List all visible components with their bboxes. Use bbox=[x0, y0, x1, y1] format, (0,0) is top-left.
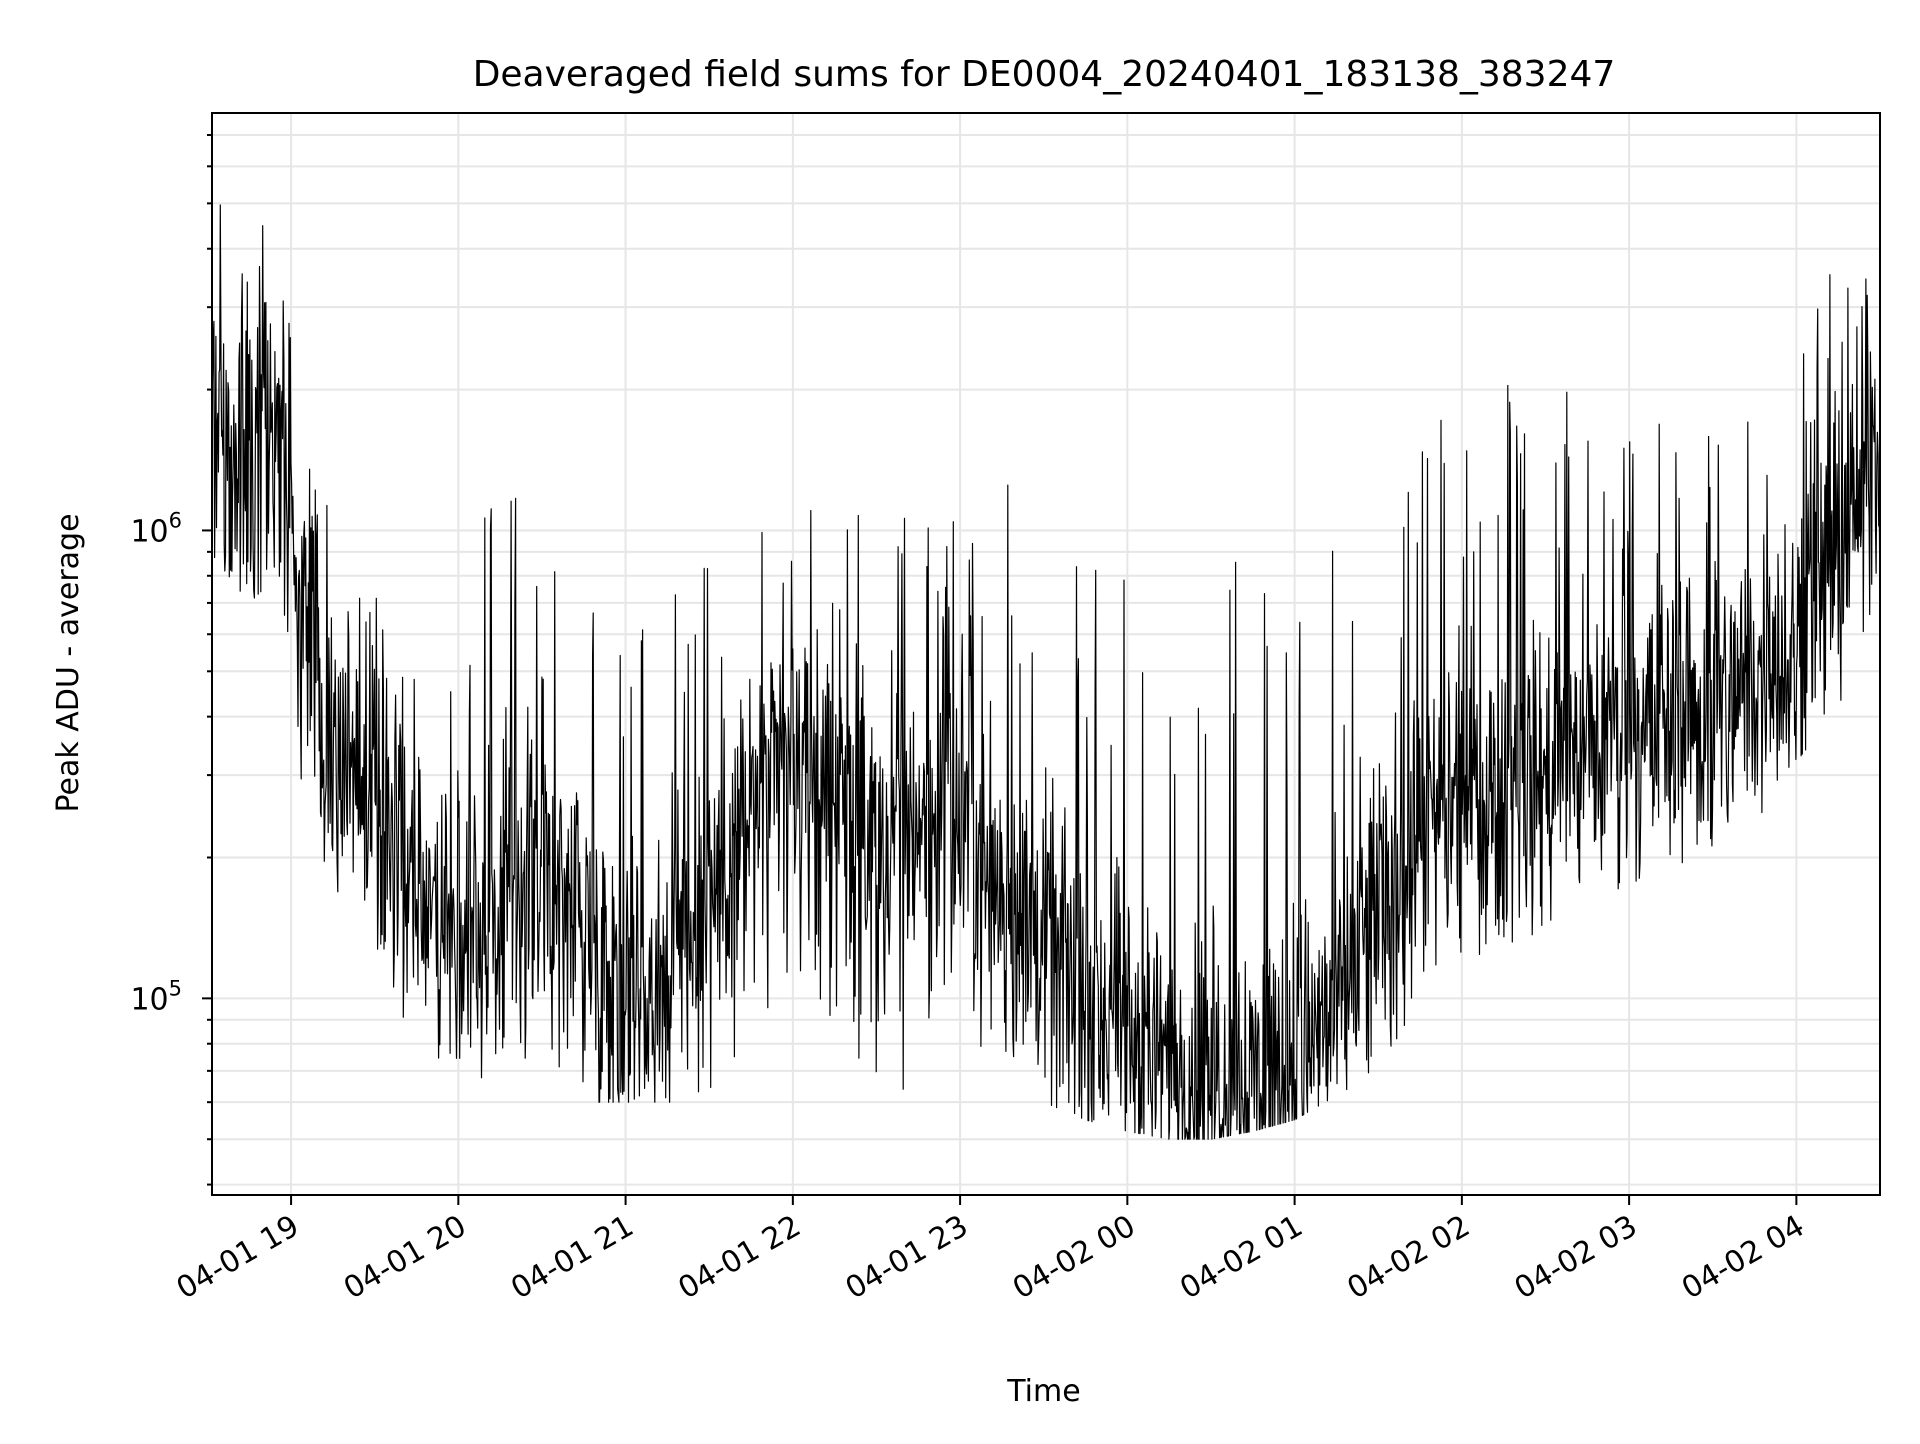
y-axis-label: Peak ADU - average bbox=[51, 513, 86, 812]
y-tick-label: 105 bbox=[130, 976, 182, 1017]
plot-frame bbox=[211, 112, 1881, 1196]
x-axis-label: Time bbox=[1006, 1374, 1080, 1409]
data-series-line bbox=[211, 204, 1881, 1140]
chart-title: Deaveraged field sums for DE0004_2024040… bbox=[473, 54, 1616, 95]
y-tick-label: 106 bbox=[130, 508, 182, 549]
series-layer bbox=[211, 204, 1881, 1140]
